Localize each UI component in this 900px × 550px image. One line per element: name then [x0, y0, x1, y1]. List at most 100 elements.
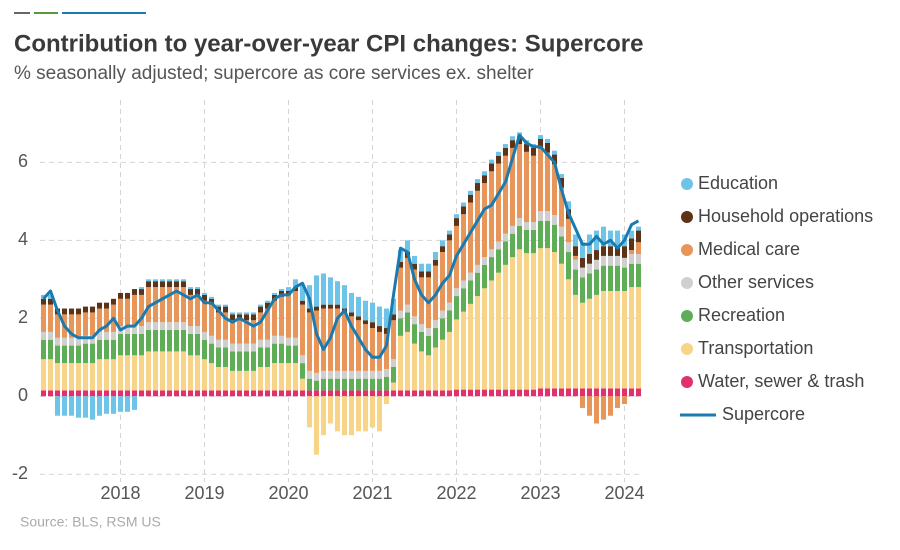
bar-segment	[383, 308, 390, 329]
bar-segment	[89, 335, 96, 344]
bar-segment	[488, 171, 495, 250]
bar-segment	[201, 292, 208, 295]
bar-segment	[516, 249, 523, 390]
bar-segment	[579, 396, 586, 408]
bar-segment	[131, 326, 138, 334]
bar-segment	[355, 316, 362, 321]
bar-segment	[54, 314, 61, 338]
bar-segment	[54, 396, 61, 416]
bar-segment	[166, 390, 173, 397]
bar-segment	[376, 326, 383, 332]
bar-segment	[551, 252, 558, 389]
bar-segment	[257, 304, 264, 307]
bar-segment	[446, 331, 453, 391]
bar-segment	[544, 388, 551, 397]
bar-segment	[607, 246, 614, 256]
bar-segment	[460, 206, 467, 215]
bar-segment	[236, 312, 243, 315]
bar-segment	[530, 222, 537, 230]
bar-segment	[537, 148, 544, 212]
bar-segment	[614, 255, 621, 266]
bar-segment	[432, 347, 439, 391]
bar-segment	[467, 389, 474, 397]
bar-segment	[509, 140, 516, 148]
bar-segment	[572, 294, 579, 389]
bar-segment	[481, 264, 488, 289]
bar-segment	[411, 269, 418, 317]
bar-segment	[460, 280, 467, 289]
bar-segment	[187, 287, 194, 290]
bar-segment	[460, 311, 467, 390]
bar-segment	[264, 300, 271, 303]
bar-segment	[404, 240, 411, 253]
bar-segment	[439, 339, 446, 391]
bar-segment	[628, 263, 635, 288]
lines	[42, 133, 640, 359]
bar-segment	[222, 339, 229, 348]
bar-segment	[152, 329, 159, 352]
bar-segment	[404, 257, 411, 305]
bar-segment	[348, 292, 355, 313]
bar-segment	[327, 378, 334, 391]
bar-segment	[124, 326, 131, 334]
bar-segment	[446, 310, 453, 332]
bar-segment	[110, 390, 117, 397]
bar-segment	[159, 281, 166, 288]
bar-segment	[348, 312, 355, 317]
bar-segment	[208, 363, 215, 391]
bar-segment	[474, 296, 481, 390]
bar-segment	[425, 328, 432, 336]
bar-segment	[243, 312, 250, 315]
bar-segment	[537, 248, 544, 389]
bar-segment	[334, 281, 341, 305]
bar-segment	[264, 339, 271, 348]
bar-segment	[355, 370, 362, 379]
bar-segment	[341, 378, 348, 391]
bar-segment	[180, 322, 187, 330]
bar-segment	[621, 388, 628, 397]
bar-segment	[96, 390, 103, 397]
bar-segment	[320, 304, 327, 309]
bar-segment	[635, 287, 642, 389]
bar-segment	[509, 257, 516, 390]
bar-segment	[418, 331, 425, 352]
bar-segment	[257, 339, 264, 348]
bar-segment	[523, 389, 530, 397]
bar-segment	[68, 390, 75, 397]
bar-segment	[411, 324, 418, 344]
bar-segment	[516, 225, 523, 250]
bar-segment	[586, 253, 593, 264]
bar-segment	[82, 396, 89, 418]
bar-segment	[236, 370, 243, 391]
bar-segment	[621, 291, 628, 389]
bar-segment	[257, 312, 264, 340]
bar-segment	[341, 390, 348, 397]
bar-segment	[460, 288, 467, 312]
bar-segment	[537, 211, 544, 221]
bar-segment	[474, 264, 481, 273]
bar-segment	[313, 380, 320, 391]
bar-segment	[89, 312, 96, 336]
bar-segment	[292, 291, 299, 338]
bar-segment	[341, 312, 348, 371]
bar-segment	[530, 155, 537, 223]
bar-segment	[530, 147, 537, 156]
bar-segment	[600, 388, 607, 397]
bar-segment	[432, 259, 439, 266]
bar-segment	[138, 294, 145, 327]
bar-segment	[453, 389, 460, 397]
bar-segment	[586, 298, 593, 389]
bar-segment	[600, 265, 607, 291]
bar-segment	[257, 390, 264, 397]
bar-segment	[131, 294, 138, 327]
bar-segment	[607, 230, 614, 247]
bar-segment	[131, 355, 138, 391]
bar-segment	[425, 390, 432, 397]
bar-segment	[299, 300, 306, 305]
bar-segment	[593, 230, 600, 251]
bar-segment	[369, 328, 376, 371]
bar-segment	[544, 220, 551, 249]
bar-segment	[306, 378, 313, 391]
bar-segment	[82, 312, 89, 336]
bar-segment	[40, 359, 47, 391]
